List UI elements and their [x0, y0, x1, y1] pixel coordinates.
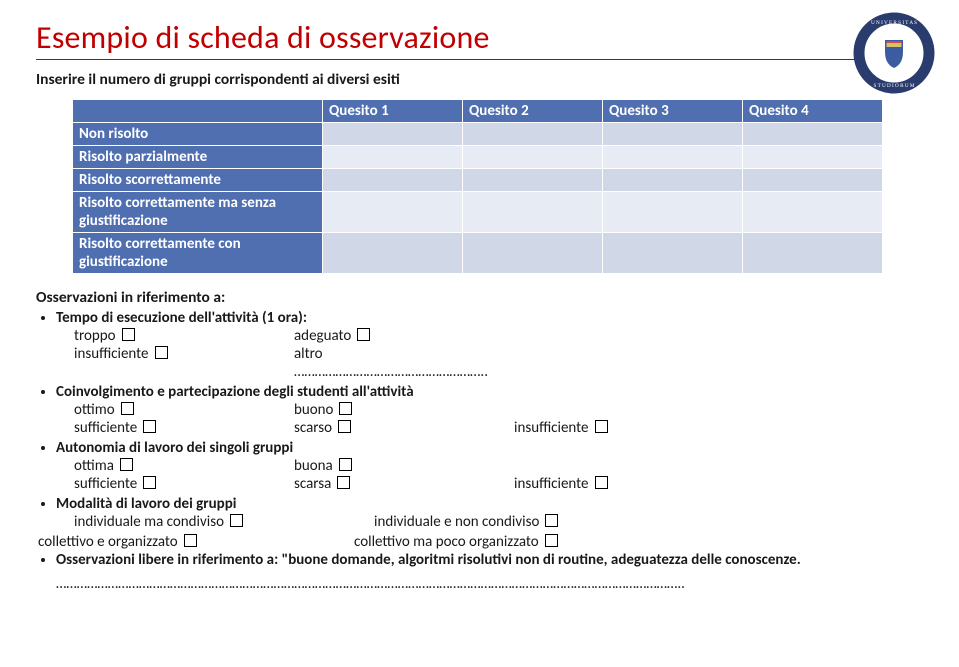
dotted-line[interactable]: ……………………………………………………………………………………………………………: [56, 575, 923, 593]
table-cell[interactable]: [463, 146, 603, 169]
svg-text:U N I V E R S I T A S: U N I V E R S I T A S: [871, 20, 917, 26]
page-title: Esempio di scheda di osservazione: [36, 18, 923, 57]
row-label: Risolto scorrettamente: [73, 169, 323, 192]
obs-item-tempo: Tempo di esecuzione dell'attività (1 ora…: [56, 309, 923, 381]
table-cell[interactable]: [603, 169, 743, 192]
table-cell[interactable]: [743, 192, 883, 233]
col-header: Quesito 1: [323, 100, 463, 123]
table-cell[interactable]: [463, 233, 603, 274]
obs-item-autonomia: Autonomia di lavoro dei singoli gruppi o…: [56, 439, 923, 493]
table-cell[interactable]: [743, 123, 883, 146]
table-cell[interactable]: [603, 192, 743, 233]
table-cell[interactable]: [323, 233, 463, 274]
col-header: Quesito 4: [743, 100, 883, 123]
table-cell[interactable]: [323, 123, 463, 146]
obs-item-modalita: Modalità di lavoro dei gruppi individual…: [56, 495, 923, 531]
table-cell[interactable]: [323, 169, 463, 192]
checkbox-option[interactable]: buona: [294, 457, 514, 475]
row-label: Risolto parzialmente: [73, 146, 323, 169]
table-cell[interactable]: [463, 169, 603, 192]
checkbox-option[interactable]: scarsa: [294, 475, 514, 493]
obs-item-libere: Osservazioni libere in riferimento a: "b…: [56, 551, 923, 569]
svg-text:S T U D I O R U M: S T U D I O R U M: [873, 83, 914, 89]
checkbox-option[interactable]: collettivo e organizzato: [38, 533, 354, 551]
table-corner: [73, 100, 323, 123]
table-cell[interactable]: [743, 146, 883, 169]
table-cell[interactable]: [743, 169, 883, 192]
row-label: Risolto correttamente ma senza giustific…: [73, 192, 323, 233]
checkbox-option[interactable]: scarso: [294, 419, 514, 437]
checkbox-option[interactable]: sufficiente: [74, 419, 294, 437]
obs-item-title: Autonomia di lavoro dei singoli gruppi: [56, 439, 293, 457]
free-observations-text: Osservazioni libere in riferimento a: "b…: [56, 551, 801, 569]
table-cell[interactable]: [323, 192, 463, 233]
checkbox-option[interactable]: adeguato: [294, 327, 514, 345]
observations-header: Osservazioni in riferimento a:: [36, 288, 923, 307]
table-cell[interactable]: [603, 146, 743, 169]
table-cell[interactable]: [463, 192, 603, 233]
observations-list-2: Osservazioni libere in riferimento a: "b…: [56, 551, 923, 569]
row-label: Non risolto: [73, 123, 323, 146]
page-subtitle: Inserire il numero di gruppi corrisponde…: [36, 70, 923, 89]
checkbox-option[interactable]: collettivo ma poco organizzato: [354, 533, 654, 551]
checkbox-option[interactable]: buono: [294, 401, 514, 419]
other-option[interactable]: altro ………………………………………………..: [294, 345, 514, 381]
checkbox-option[interactable]: ottima: [74, 457, 294, 475]
checkbox-option[interactable]: ottimo: [74, 401, 294, 419]
checkbox-option[interactable]: insufficiente: [514, 419, 734, 437]
checkbox-option[interactable]: sufficiente: [74, 475, 294, 493]
obs-item-title: Coinvolgimento e partecipazione degli st…: [56, 383, 414, 401]
obs-item-title: Tempo di esecuzione dell'attività (1 ora…: [56, 309, 307, 327]
checkbox-option[interactable]: individuale ma condiviso: [74, 513, 374, 531]
table-cell[interactable]: [463, 123, 603, 146]
observation-table: Quesito 1 Quesito 2 Quesito 3 Quesito 4 …: [72, 99, 883, 274]
obs-item-coinvolgimento: Coinvolgimento e partecipazione degli st…: [56, 383, 923, 437]
checkbox-option[interactable]: insufficiente: [74, 345, 294, 381]
observations-list: Tempo di esecuzione dell'attività (1 ora…: [56, 309, 923, 531]
checkbox-option[interactable]: troppo: [74, 327, 294, 345]
col-header: Quesito 2: [463, 100, 603, 123]
row-label: Risolto correttamente con giustificazion…: [73, 233, 323, 274]
title-rule: [36, 59, 923, 60]
table-cell[interactable]: [743, 233, 883, 274]
obs-item-title: Modalità di lavoro dei gruppi: [56, 495, 236, 513]
checkbox-option[interactable]: insufficiente: [514, 475, 734, 493]
col-header: Quesito 3: [603, 100, 743, 123]
table-cell[interactable]: [603, 123, 743, 146]
university-logo: U N I V E R S I T A S S T U D I O R U M: [853, 12, 935, 99]
table-cell[interactable]: [603, 233, 743, 274]
checkbox-option[interactable]: individuale e non condiviso: [374, 513, 674, 531]
table-cell[interactable]: [323, 146, 463, 169]
